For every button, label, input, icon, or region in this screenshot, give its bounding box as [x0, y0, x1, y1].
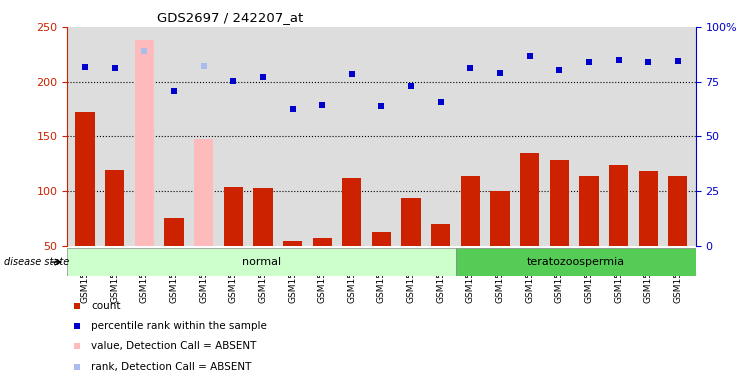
Bar — [224, 187, 243, 300]
Bar — [283, 242, 302, 300]
Text: count: count — [91, 301, 120, 311]
Bar — [491, 191, 509, 300]
Bar — [668, 176, 687, 300]
Text: value, Detection Call = ABSENT: value, Detection Call = ABSENT — [91, 341, 257, 351]
Bar — [254, 188, 272, 300]
Text: disease state: disease state — [4, 257, 69, 267]
Bar — [579, 176, 598, 300]
Bar — [609, 165, 628, 300]
Text: teratozoospermia: teratozoospermia — [527, 257, 625, 267]
Bar — [372, 232, 391, 300]
Bar — [76, 112, 95, 300]
Bar — [67, 248, 456, 276]
Text: GDS2697 / 242207_at: GDS2697 / 242207_at — [157, 12, 304, 25]
Bar — [550, 161, 569, 300]
Bar — [461, 176, 480, 300]
Bar — [639, 171, 657, 300]
Bar — [402, 198, 420, 300]
Bar — [165, 218, 184, 300]
Bar — [194, 139, 213, 300]
Bar — [105, 170, 124, 300]
Bar — [520, 153, 539, 300]
Bar — [431, 224, 450, 300]
Text: rank, Detection Call = ABSENT: rank, Detection Call = ABSENT — [91, 362, 251, 372]
Bar — [135, 40, 154, 300]
Bar — [342, 178, 361, 300]
Text: normal: normal — [242, 257, 281, 267]
Text: percentile rank within the sample: percentile rank within the sample — [91, 321, 267, 331]
Bar — [456, 248, 696, 276]
Bar — [313, 238, 332, 300]
